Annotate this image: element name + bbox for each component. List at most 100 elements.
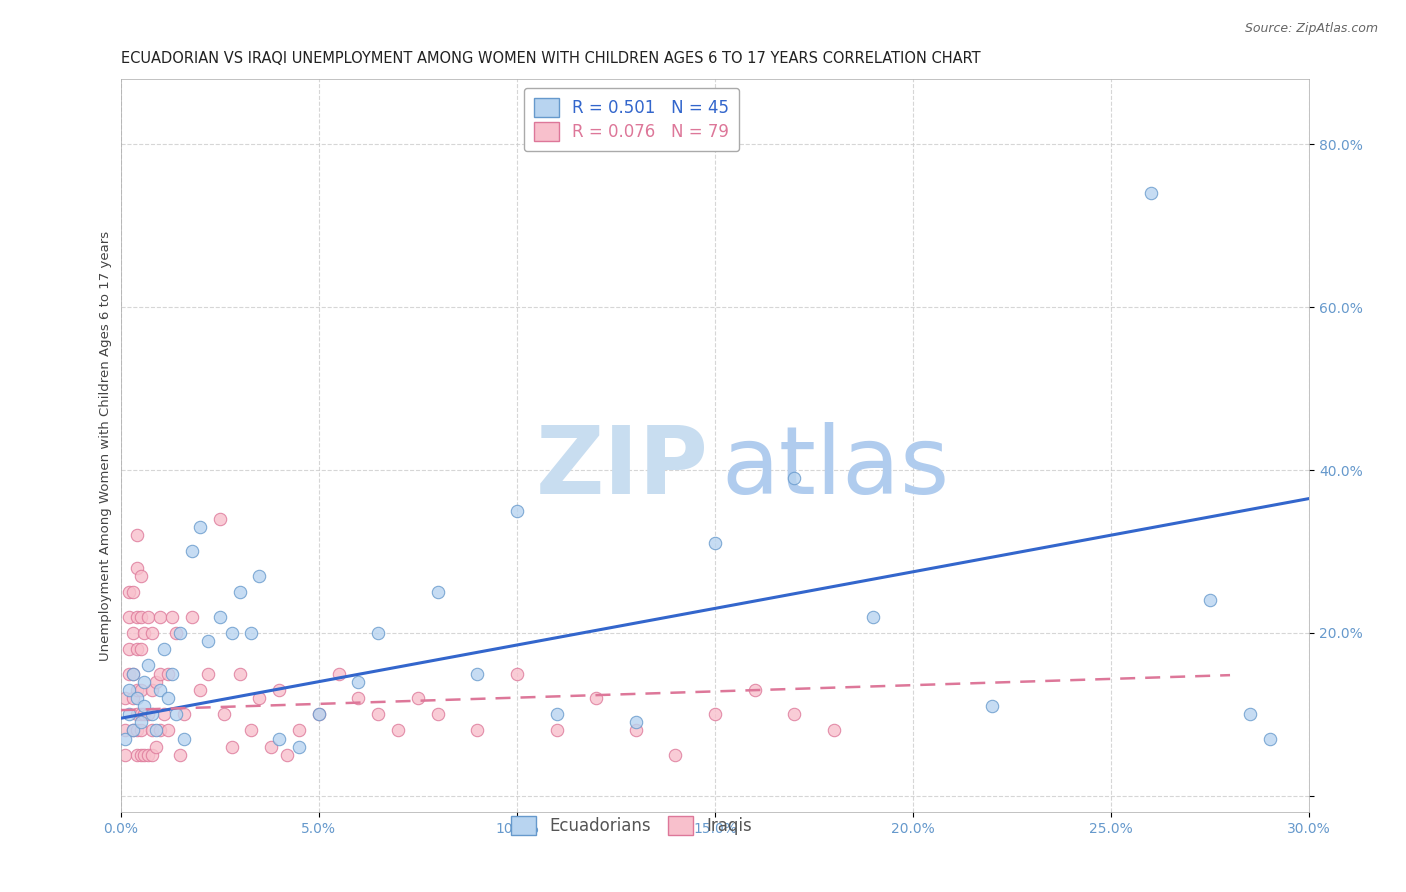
Point (169, 625, 191, 640)
Point (221, 625, 243, 640)
Point (247, 569, 270, 583)
Point (276, 747, 298, 762)
Point (149, 609, 172, 624)
Point (121, 625, 143, 640)
Y-axis label: Unemployment Among Women with Children Ages 6 to 17 years: Unemployment Among Women with Children A… (100, 230, 112, 661)
Point (138, 747, 160, 762)
Point (157, 690, 180, 705)
Point (783, 707, 806, 722)
Point (208, 609, 231, 624)
Point (117, 642, 139, 657)
Point (129, 715, 152, 730)
Point (134, 707, 156, 722)
Point (981, 699, 1004, 714)
Point (426, 585, 449, 599)
Point (114, 731, 136, 746)
Point (145, 723, 167, 738)
Point (465, 666, 488, 681)
Point (328, 666, 350, 681)
Point (141, 682, 163, 697)
Point (165, 707, 187, 722)
Point (288, 739, 311, 754)
Point (125, 747, 148, 762)
Point (212, 707, 235, 722)
Text: atlas: atlas (721, 422, 949, 514)
Point (387, 723, 409, 738)
Point (129, 609, 152, 624)
Point (624, 715, 647, 730)
Point (149, 682, 172, 697)
Point (125, 682, 148, 697)
Point (149, 666, 172, 681)
Point (228, 585, 250, 599)
Point (134, 674, 156, 689)
Point (121, 585, 143, 599)
Point (160, 609, 183, 624)
Point (114, 723, 136, 738)
Point (129, 723, 152, 738)
Point (125, 707, 148, 722)
Point (704, 707, 727, 722)
Point (153, 642, 176, 657)
Point (181, 609, 204, 624)
Point (117, 609, 139, 624)
Point (704, 536, 727, 550)
Point (138, 658, 160, 673)
Point (121, 723, 143, 738)
Point (188, 520, 211, 534)
Point (134, 747, 156, 762)
Text: ZIP: ZIP (536, 422, 709, 514)
Point (173, 707, 195, 722)
Point (181, 544, 204, 558)
Point (141, 747, 163, 762)
Point (117, 666, 139, 681)
Point (117, 682, 139, 697)
Point (260, 739, 283, 754)
Point (744, 682, 766, 697)
Point (221, 739, 243, 754)
Point (157, 666, 180, 681)
Point (546, 723, 568, 738)
Point (145, 674, 167, 689)
Point (426, 707, 449, 722)
Point (1258, 731, 1281, 746)
Point (121, 666, 143, 681)
Point (129, 747, 152, 762)
Point (406, 690, 429, 705)
Point (208, 512, 231, 526)
Point (117, 707, 139, 722)
Point (506, 666, 529, 681)
Point (197, 634, 219, 648)
Point (149, 723, 172, 738)
Point (347, 690, 370, 705)
Point (1139, 186, 1161, 201)
Point (141, 625, 163, 640)
Point (121, 723, 143, 738)
Point (134, 625, 156, 640)
Point (121, 666, 143, 681)
Point (228, 666, 250, 681)
Point (308, 707, 330, 722)
Text: ECUADORIAN VS IRAQI UNEMPLOYMENT AMONG WOMEN WITH CHILDREN AGES 6 TO 17 YEARS CO: ECUADORIAN VS IRAQI UNEMPLOYMENT AMONG W… (121, 51, 980, 66)
Point (269, 682, 291, 697)
Point (624, 723, 647, 738)
Point (823, 723, 845, 738)
Point (129, 569, 152, 583)
Point (173, 731, 195, 746)
Point (114, 747, 136, 762)
Point (783, 471, 806, 485)
Point (288, 723, 311, 738)
Point (188, 682, 211, 697)
Point (506, 504, 529, 518)
Point (585, 690, 607, 705)
Point (308, 707, 330, 722)
Text: Source: ZipAtlas.com: Source: ZipAtlas.com (1244, 22, 1378, 36)
Point (240, 723, 263, 738)
Point (664, 747, 686, 762)
Point (145, 739, 167, 754)
Point (367, 625, 389, 640)
Point (129, 642, 152, 657)
Point (129, 682, 152, 697)
Point (367, 707, 389, 722)
Point (862, 609, 884, 624)
